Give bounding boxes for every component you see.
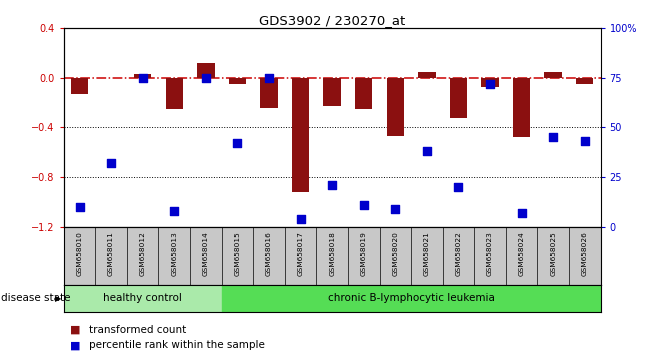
Text: disease state: disease state [1, 293, 70, 303]
Point [169, 208, 180, 213]
Point [358, 202, 369, 207]
Point [232, 141, 243, 146]
Bar [292, 78, 309, 192]
Text: GSM658022: GSM658022 [456, 231, 462, 276]
Text: GSM658015: GSM658015 [234, 231, 240, 276]
Point [548, 135, 558, 140]
Text: GSM658012: GSM658012 [140, 231, 146, 276]
Bar [64, 285, 221, 312]
Text: transformed count: transformed count [89, 325, 187, 335]
Bar [71, 78, 88, 94]
Point [484, 81, 495, 87]
Bar [323, 78, 341, 106]
Bar [134, 74, 152, 78]
Text: GSM658018: GSM658018 [329, 231, 335, 276]
Point [106, 160, 117, 166]
Text: GSM658011: GSM658011 [108, 231, 114, 276]
Point [138, 75, 148, 81]
Bar [576, 78, 593, 84]
Bar [221, 285, 601, 312]
Text: GSM658019: GSM658019 [361, 231, 367, 276]
Bar [355, 78, 372, 109]
Text: GSM658025: GSM658025 [550, 231, 556, 276]
Bar [450, 78, 467, 118]
Point [327, 182, 338, 188]
Point [264, 75, 274, 81]
Text: ■: ■ [70, 340, 81, 350]
Point [201, 75, 211, 81]
Text: GSM658010: GSM658010 [76, 231, 83, 276]
Bar [197, 63, 215, 78]
Text: GSM658026: GSM658026 [582, 231, 588, 276]
Text: GSM658016: GSM658016 [266, 231, 272, 276]
Text: GSM658021: GSM658021 [424, 231, 430, 276]
Text: GSM658017: GSM658017 [297, 231, 303, 276]
Bar [418, 72, 435, 78]
Text: GSM658023: GSM658023 [487, 231, 493, 276]
Point [453, 184, 464, 190]
Bar [544, 72, 562, 78]
Text: ▶: ▶ [55, 293, 62, 303]
Text: chronic B-lymphocytic leukemia: chronic B-lymphocytic leukemia [327, 293, 495, 303]
Text: GSM658020: GSM658020 [393, 231, 399, 276]
Point [516, 210, 527, 216]
Point [74, 204, 85, 210]
Bar [166, 78, 183, 109]
Point [295, 216, 306, 222]
Text: GSM658013: GSM658013 [171, 231, 177, 276]
Text: healthy control: healthy control [103, 293, 182, 303]
Text: GSM658024: GSM658024 [519, 231, 525, 276]
Text: percentile rank within the sample: percentile rank within the sample [89, 340, 265, 350]
Text: ■: ■ [70, 325, 81, 335]
Text: GSM658014: GSM658014 [203, 231, 209, 276]
Point [421, 148, 432, 154]
Bar [386, 78, 404, 136]
Point [579, 138, 590, 144]
Title: GDS3902 / 230270_at: GDS3902 / 230270_at [259, 14, 405, 27]
Bar [481, 78, 499, 86]
Bar [513, 78, 530, 137]
Bar [229, 78, 246, 84]
Bar [260, 78, 278, 108]
Point [390, 206, 401, 212]
